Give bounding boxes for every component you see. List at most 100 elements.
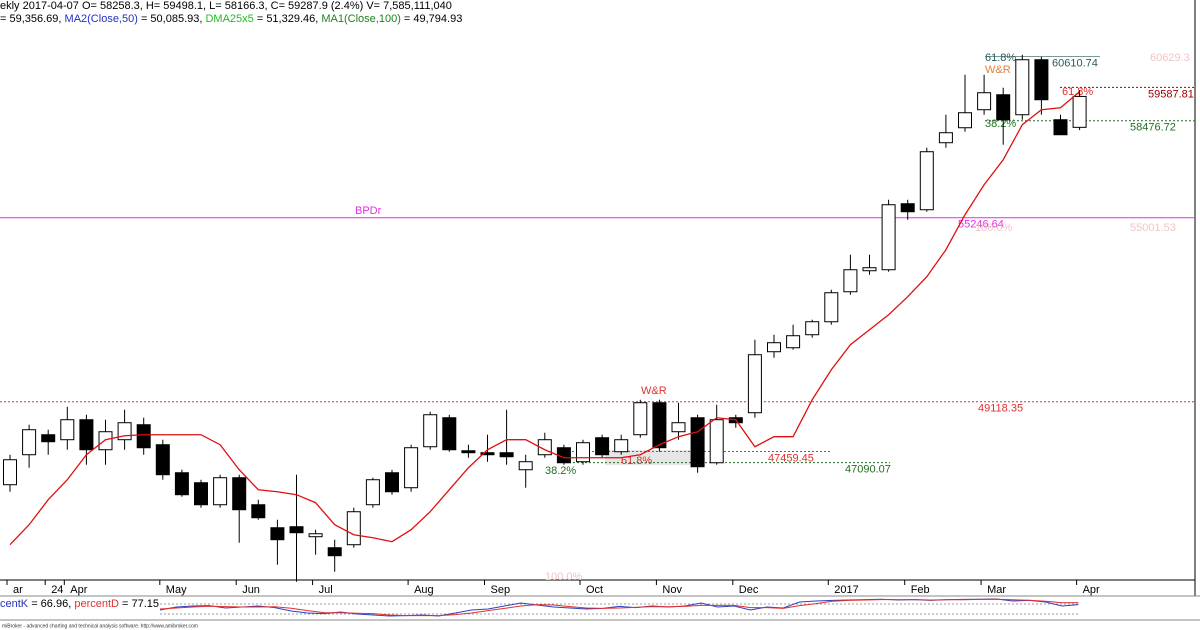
annotation: 100.0%: [545, 571, 583, 583]
level-label: 60610.74: [1052, 58, 1098, 70]
header-line: ekly 2017-04-07 O= 58258.3, H= 59498.1, …: [0, 0, 452, 12]
candle-body: [251, 504, 266, 519]
x-tick-label: Sep: [491, 584, 511, 596]
candle-body: [270, 527, 285, 541]
candle-body: [919, 151, 934, 211]
x-tick-label: Apr: [70, 584, 87, 596]
x-tick-label: Jun: [242, 584, 260, 596]
annotation: 38.2%: [985, 118, 1016, 130]
candle-body: [1015, 59, 1030, 116]
annotation: 61.8%: [621, 455, 652, 467]
x-tick-label: 24: [51, 584, 63, 596]
candle-body: [213, 477, 228, 506]
candle-body: [824, 292, 839, 323]
candle-body: [576, 442, 590, 463]
annotation: 55001.53: [1130, 222, 1176, 234]
candle-body: [518, 461, 533, 471]
header-text: = 50,085.93,: [138, 13, 206, 25]
candle-body: [3, 459, 17, 486]
candle-body: [671, 422, 686, 433]
candle-body: [385, 472, 399, 493]
x-tick-label: Apr: [1083, 584, 1100, 596]
shaded-zone: [605, 450, 700, 465]
x-tick-label: 2017: [834, 584, 858, 596]
candle-body: [862, 267, 877, 272]
candle-body: [79, 419, 94, 451]
annotation: 61.8%: [1062, 86, 1093, 98]
candle-body: [327, 547, 342, 557]
x-tick-label: Mar: [987, 584, 1006, 596]
level-label: 55246.64: [958, 219, 1004, 231]
candle-body: [346, 511, 361, 546]
candle-body: [98, 431, 113, 451]
level-label: 59587.81: [1148, 88, 1194, 100]
candle-body: [958, 112, 972, 129]
candle-body: [709, 419, 724, 464]
candle-body: [136, 424, 151, 449]
candle-body: [805, 321, 820, 336]
candle-body: [194, 482, 208, 506]
candle-body: [232, 477, 247, 511]
candle-body: [595, 437, 610, 456]
x-tick-label: Aug: [414, 584, 434, 596]
header-text: = 49,794.93: [401, 13, 462, 25]
annotation: W&R: [641, 385, 667, 397]
candle-body: [633, 402, 648, 436]
candle-body: [996, 94, 1011, 121]
header-text: = 51,329.46,: [254, 13, 322, 25]
x-tick-label: Feb: [911, 584, 930, 596]
header-text: MA1(Close,100): [321, 13, 400, 25]
header-text: percentD: [74, 598, 119, 610]
candle-body: [461, 450, 476, 454]
candle-body: [60, 419, 75, 441]
header-text: = 77.15: [119, 598, 159, 610]
x-tick-label: ar: [13, 584, 23, 596]
candle-body: [174, 472, 189, 496]
candle-body: [365, 479, 380, 506]
candle-body: [786, 335, 801, 349]
candle-body: [881, 204, 896, 271]
candle-body: [1053, 119, 1068, 136]
candle-body: [843, 269, 858, 293]
candle-body: [442, 417, 457, 451]
candle-body: [747, 354, 762, 414]
oscillator-line: [159, 598, 1079, 617]
candle-body: [767, 342, 781, 353]
header-text: DMA25x5: [205, 13, 253, 25]
annotation: W&R: [985, 64, 1011, 76]
candle-body: [423, 414, 438, 448]
candle-body: [404, 447, 419, 489]
candle-body: [480, 452, 495, 456]
header-line: = 59,356.69, MA2(Close,50) = 50,085.93, …: [0, 13, 462, 25]
annotation: 60629.3: [1150, 52, 1190, 64]
candle-body: [22, 429, 37, 456]
candle-body: [652, 402, 667, 449]
candle-body: [900, 203, 915, 213]
x-tick-label: May: [166, 584, 187, 596]
candle-body: [614, 439, 629, 453]
candle-body: [977, 92, 992, 111]
x-tick-label: Oct: [586, 584, 603, 596]
header-text: = 59,356.69,: [0, 13, 65, 25]
header-text: centK: [0, 598, 29, 610]
candle-body: [499, 452, 514, 458]
footer: miBroker - advanced charting and technic…: [2, 623, 198, 629]
annotation: 61.8%: [985, 52, 1016, 64]
candle-body: [41, 434, 56, 443]
annotation: 100.0%: [975, 222, 1013, 234]
candle-body: [155, 444, 170, 476]
candle-body: [1072, 95, 1087, 128]
level-label: 47459.45: [768, 452, 814, 464]
level-label: 47090.07: [845, 464, 891, 476]
x-tick-label: Nov: [662, 584, 682, 596]
annotation: 38.2%: [545, 465, 576, 477]
candle-body: [938, 132, 953, 144]
x-tick-label: Dec: [739, 584, 759, 596]
candle-body: [1034, 59, 1049, 101]
annotation: BPDr: [355, 205, 382, 217]
level-label: 49118.35: [978, 403, 1023, 415]
candle-body: [289, 526, 304, 534]
candle-body: [308, 533, 323, 538]
x-tick-label: Jul: [319, 584, 333, 596]
